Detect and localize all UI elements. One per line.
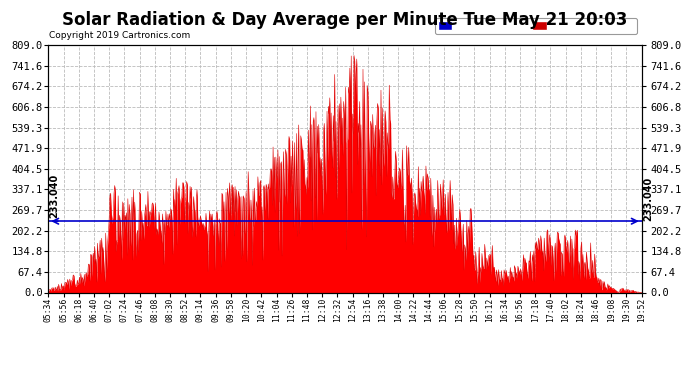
Text: Solar Radiation & Day Average per Minute Tue May 21 20:03: Solar Radiation & Day Average per Minute… [62,11,628,29]
Legend: Median (w/m2), Radiation (w/m2): Median (w/m2), Radiation (w/m2) [435,18,637,33]
Text: Copyright 2019 Cartronics.com: Copyright 2019 Cartronics.com [50,32,190,40]
Text: 233.040: 233.040 [50,173,59,217]
Text: 233.040: 233.040 [644,177,653,221]
